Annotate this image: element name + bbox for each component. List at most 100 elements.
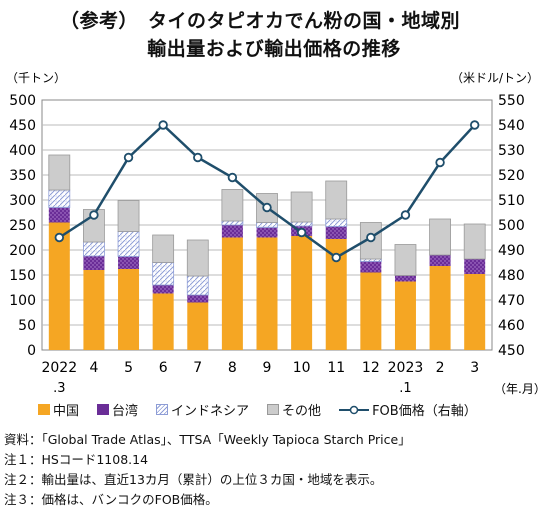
chart-title-line1: （参考） タイのタピオカでん粉の国・地域別 <box>59 10 460 32</box>
fob-price-point <box>227 172 238 183</box>
note-3: 注３：価格は、バンコクのFOB価格。 <box>4 492 218 507</box>
y-tick-label: 150 <box>9 268 36 284</box>
legend-label-taiwan: 台湾 <box>112 404 139 419</box>
bar-segment-others <box>325 180 348 220</box>
y2-tick-label: 460 <box>498 318 525 334</box>
bar-segment-indonesia <box>152 262 175 286</box>
legend-label-china: 中国 <box>53 404 80 419</box>
bar-segment-others <box>429 218 451 256</box>
fob-price-point <box>469 120 480 130</box>
y2-tick-label: 470 <box>498 293 525 309</box>
x-tick-label: 6 <box>159 360 168 376</box>
x-tick-label: 3 <box>470 360 479 376</box>
bar-segment-china <box>48 222 70 350</box>
y2-tick-label: 480 <box>498 268 525 284</box>
legend-item-taiwan: 台湾 <box>97 400 138 419</box>
fob-price-point <box>54 232 65 243</box>
bar-segment-china <box>187 302 209 350</box>
bar-segment-indonesia <box>48 189 71 208</box>
fob-price-point <box>123 152 134 163</box>
y-tick-label: 200 <box>9 243 36 259</box>
x-tick-sublabel: .3 <box>53 381 65 396</box>
x-tick-label: 2 <box>436 360 445 376</box>
legend-item-others: その他 <box>267 400 321 419</box>
fob-price-point <box>158 120 168 130</box>
legend-swatch-fob <box>339 405 370 414</box>
y2-tick-label: 490 <box>498 243 525 259</box>
fob-price-point <box>366 232 376 243</box>
note-source: 資料：「Global Trade Atlas」、TTSA「Weekly Tapi… <box>4 432 411 447</box>
bar-segment-taiwan <box>118 256 140 269</box>
y-tick-label: 500 <box>9 93 36 109</box>
legend-label-indonesia: インドネシア <box>171 404 250 419</box>
y2-tick-label: 520 <box>498 168 525 184</box>
bar-segment-taiwan <box>325 226 347 239</box>
bar-segment-taiwan <box>48 207 70 223</box>
bar-segment-indonesia <box>325 218 348 227</box>
chart-area: （千トン） （米ドル/トン） 0 50 100 150 200 250 300 350 400 4… <box>6 71 546 396</box>
bar-segment-taiwan <box>152 285 174 294</box>
bar-segment-others <box>117 200 140 232</box>
bar-segment-taiwan <box>464 259 486 274</box>
bar-segment-taiwan <box>187 295 209 303</box>
bar-segment-others <box>290 191 313 223</box>
x-tick-label: 5 <box>124 360 133 376</box>
y2-tick-label: 550 <box>498 93 525 109</box>
x-tick-label: 11 <box>327 360 345 376</box>
legend-label-others: その他 <box>282 404 322 419</box>
legend-swatch-taiwan <box>97 404 110 415</box>
legend-swatch-others <box>267 404 280 415</box>
bar-segment-china <box>118 269 140 350</box>
legend-item-indonesia: インドネシア <box>156 400 249 419</box>
bar-segment-china <box>325 239 347 350</box>
bar-segment-indonesia <box>256 222 278 228</box>
legend-item-china: 中国 <box>38 400 79 419</box>
bar-segment-others <box>394 244 417 276</box>
x-axis-label: （年.月） <box>494 382 546 396</box>
y2-tick-label: 450 <box>498 343 525 359</box>
x-tick-label: 7 <box>193 360 202 376</box>
bar-segment-others <box>463 223 486 260</box>
y-tick-label: 250 <box>9 218 36 234</box>
note-2: 注２：輸出量は、直近13カ月（累計）の上位３カ国・地域を表示。 <box>4 472 383 487</box>
bar-segment-indonesia <box>186 275 209 296</box>
x-tick-sublabel: .1 <box>399 381 411 396</box>
bar-segment-indonesia <box>290 221 313 227</box>
y2-axis-label: （米ドル/トン） <box>451 71 539 85</box>
y-tick-label: 400 <box>9 143 36 159</box>
bar-segment-china <box>291 236 313 350</box>
y-tick-label: 100 <box>9 293 36 309</box>
y-tick-label: 50 <box>18 318 36 334</box>
x-tick-label: 4 <box>89 360 98 376</box>
bar-segment-others <box>152 234 175 263</box>
y-tick-label: 300 <box>9 193 36 209</box>
bar-segment-china <box>221 237 243 350</box>
legend-swatch-indonesia <box>156 404 169 415</box>
bar-segment-taiwan <box>256 227 278 238</box>
y-tick-label: 0 <box>27 343 36 359</box>
bar-segment-taiwan <box>360 261 382 273</box>
bar-segment-china <box>360 272 382 350</box>
legend-swatch-china <box>38 404 50 415</box>
bar-segment-others <box>221 189 244 222</box>
y-axis-label: （千トン） <box>6 71 66 85</box>
fob-price-point <box>435 157 445 168</box>
bar-segment-taiwan <box>394 275 416 282</box>
bar-segment-indonesia <box>83 241 105 257</box>
bar-segment-china <box>83 270 105 350</box>
x-tick-label: 8 <box>228 360 237 376</box>
bar-segment-china <box>464 274 486 350</box>
y-tick-label: 450 <box>9 118 36 134</box>
fob-price-point <box>296 227 307 238</box>
fob-price-point <box>331 252 341 263</box>
x-tick-label: 10 <box>293 360 311 376</box>
x-tick-label: 2023 <box>388 360 424 376</box>
y2-tick-label: 540 <box>498 118 525 134</box>
fob-price-point <box>193 152 203 163</box>
y2-tick-label: 510 <box>498 193 525 209</box>
bar-segment-taiwan <box>221 225 243 238</box>
legend-label-fob: FOB価格（右軸） <box>372 404 477 419</box>
note-1: 注１：HSコード1108.14 <box>4 452 149 467</box>
y2-tick-label: 500 <box>498 218 525 234</box>
bar-segment-others <box>48 154 71 191</box>
